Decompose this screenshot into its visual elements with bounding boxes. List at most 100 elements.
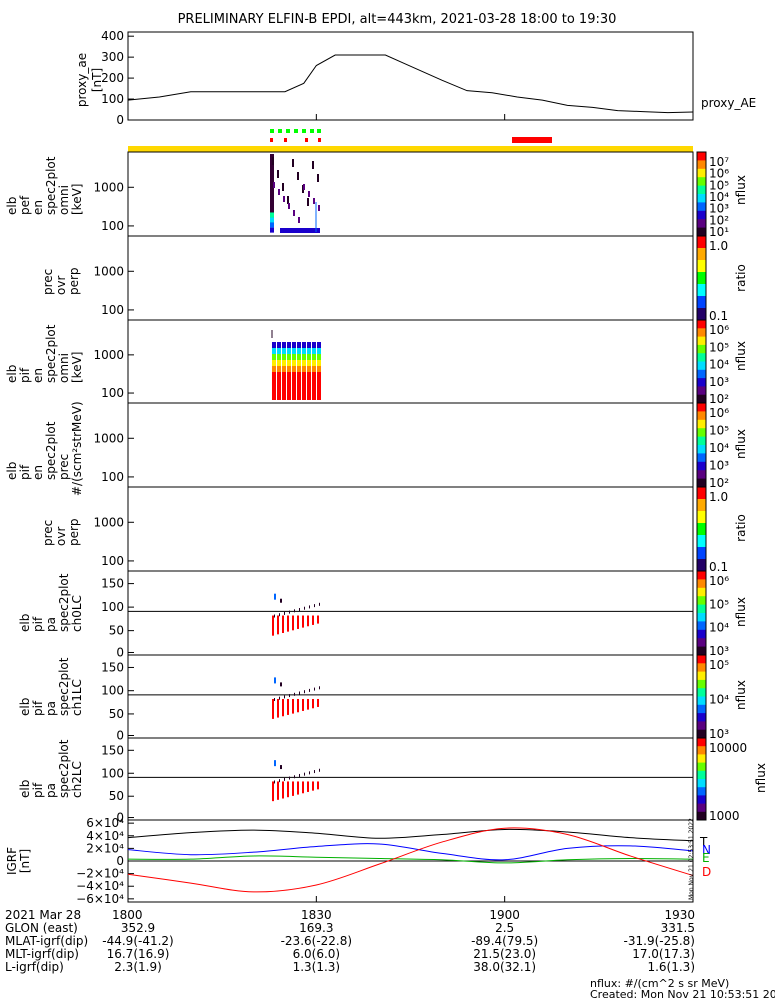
green-flag-marker	[294, 129, 298, 133]
colorbar-tick-label: 10³	[709, 727, 729, 741]
spectrogram-cell	[280, 682, 282, 687]
spectrogram-cell	[280, 598, 282, 603]
colorbar-segment	[697, 185, 706, 195]
spectrogram-cell	[304, 606, 305, 610]
svg-text:spec2plot: spec2plot	[57, 657, 71, 716]
svg-text:spec2plot: spec2plot	[44, 156, 58, 215]
colorbar-segment	[697, 487, 706, 500]
spectrogram-cell	[317, 360, 321, 366]
spectrogram-cell	[312, 698, 314, 709]
spectrogram-cell	[307, 366, 311, 372]
igrf-ytick-label: 2×10⁴	[86, 841, 124, 855]
spectrogram-cell	[317, 342, 321, 348]
svg-text:omni: omni	[57, 353, 71, 383]
panel-frame	[127, 486, 694, 572]
spectrogram-cell	[287, 781, 289, 798]
spectrogram-cell	[312, 366, 316, 372]
colorbar-tick-label: 10³	[709, 644, 729, 658]
spectrogram-cell	[277, 698, 279, 718]
spectrogram-cell	[317, 174, 319, 182]
proxy-ae-series-line	[127, 54, 694, 114]
colorbar-tick-label: 10³	[709, 459, 729, 473]
spectrogram-cell	[282, 781, 284, 799]
colorbar-segment	[697, 762, 706, 772]
svg-text:ch1LC: ch1LC	[70, 679, 84, 716]
panel-ytick-label: 100	[101, 684, 124, 698]
spectrogram-cell	[309, 688, 310, 692]
spectrogram-cell	[282, 615, 284, 633]
spectrogram-cell	[284, 777, 285, 781]
label-pa-ch1lc: elb pif pa spec2plot ch1LC	[18, 657, 84, 716]
spectrogram-cell	[282, 348, 286, 354]
colorbar-segment	[697, 369, 706, 379]
colorbar-tick-label: 10³	[709, 202, 729, 216]
panel-ytick-label: 100	[101, 470, 124, 484]
proxy-ae-ytick-label: 100	[101, 92, 124, 106]
created-note: Created: Mon Nov 21 10:53:51 2022	[590, 988, 775, 1000]
colorbar-segment	[697, 202, 706, 212]
spectrogram-cell	[292, 159, 294, 167]
spectrogram-cell	[292, 366, 296, 372]
panel-ytick-label: 150	[101, 577, 124, 591]
spectrogram-cell	[302, 372, 306, 400]
svg-text:elb: elb	[5, 365, 19, 383]
panel-ytick-label: 100	[101, 554, 124, 568]
igrf-ytick-label: 0	[116, 854, 124, 868]
spectrogram-cell	[317, 366, 321, 372]
igrf-ytick-label: −2×10⁴	[76, 867, 124, 881]
panel-ytick-label: 1000	[93, 348, 124, 362]
igrf-ytick-label: 6×10⁴	[86, 816, 124, 830]
legend-d: D	[702, 865, 711, 879]
panel-ytick-label: 1000	[93, 431, 124, 445]
spectrogram-cell	[319, 602, 320, 606]
spectrogram-cell	[274, 677, 276, 684]
x-ephemeris-value: 169.3	[299, 921, 333, 935]
x-ephemeris-value: 17.0(17.3)	[632, 947, 695, 961]
spectrogram-cell	[287, 354, 291, 360]
igrf-yunit: [nT]	[18, 849, 32, 873]
svg-text:pif: pif	[18, 464, 32, 480]
igrf-n-line	[127, 843, 694, 861]
spectrogram-cell	[277, 615, 279, 635]
x-ephemeris-value: -89.4(79.5)	[471, 934, 538, 948]
row-label-glon: GLON (east)	[5, 921, 78, 935]
colorbar-tick-label: 10⁴	[709, 190, 729, 204]
colorbar-tick-label: 10²	[709, 476, 729, 490]
spectrogram-cell	[297, 698, 299, 713]
spectrogram-cell	[302, 360, 306, 366]
colorbar-tick-label: 10⁵	[709, 597, 729, 611]
colorbar-segment	[697, 177, 706, 187]
colorbar-tick-label: 10⁵	[709, 340, 729, 354]
spectrogram-cell	[270, 222, 274, 228]
spectrogram-cell	[312, 372, 316, 400]
colorbar-tick-label: 0.1	[709, 309, 728, 323]
spectrogram-cell	[297, 615, 299, 629]
colorbar-segment	[697, 152, 706, 161]
svg-text:spec2plot: spec2plot	[44, 421, 58, 480]
svg-text:[keV]: [keV]	[70, 352, 84, 383]
spectrogram-cell	[274, 593, 276, 600]
proxy-ae-series-label: proxy_AE	[701, 96, 756, 110]
spectrogram-cell	[307, 198, 309, 206]
red-flag-marker	[270, 138, 273, 142]
x-ephemeris-value: 21.5(23.0)	[473, 947, 536, 961]
spectrogram-cell	[272, 348, 276, 354]
colorbar-tick-label: 10²	[709, 213, 729, 227]
colorbar-segment	[697, 523, 706, 536]
colorbar-segment	[697, 194, 706, 203]
spectrogram-cell	[312, 781, 314, 791]
spectrogram-cell	[308, 191, 310, 197]
svg-text:ovr: ovr	[54, 276, 68, 295]
colorbar-segment	[697, 227, 706, 237]
spectrogram-cell	[317, 698, 319, 707]
spectrogram-cell	[282, 342, 286, 348]
spectrogram-cell	[272, 781, 274, 802]
colorbar-tick-label: 10⁶	[709, 323, 729, 337]
spectrogram-cell	[302, 698, 304, 711]
colorbar-tick-label: 10⁴	[709, 621, 729, 635]
spectrogram-cell	[298, 217, 300, 223]
colorbar-segment	[697, 646, 706, 656]
colorbar-segment	[697, 394, 706, 404]
red-flag-marker	[305, 138, 308, 142]
spectrogram-cell	[277, 360, 281, 366]
